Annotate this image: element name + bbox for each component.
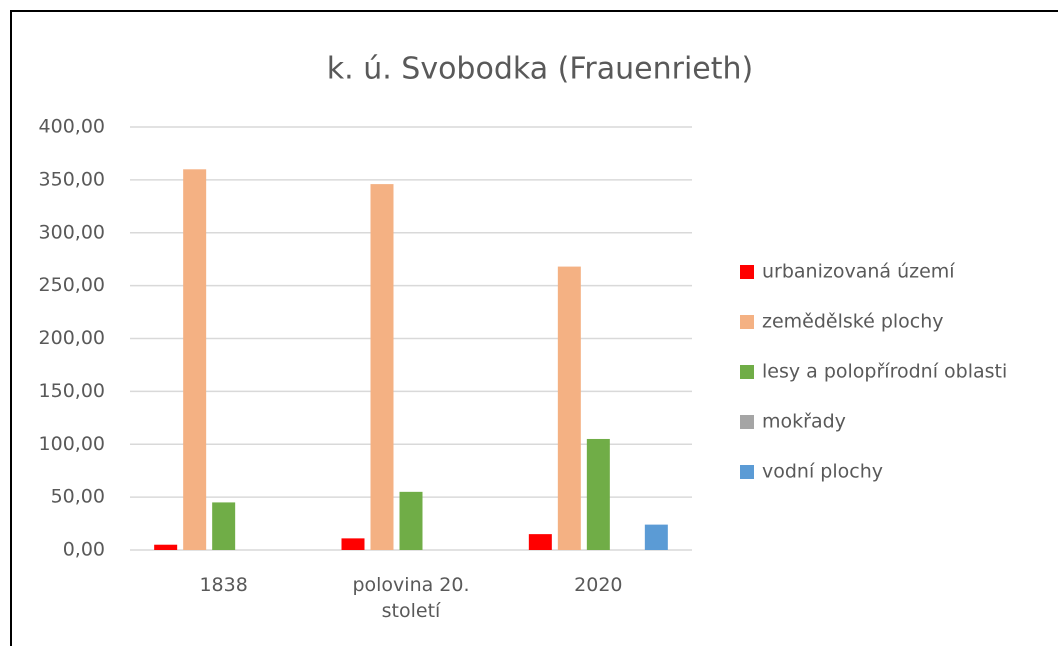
y-tick-label: 100,00 [39, 433, 105, 455]
x-tick-label: 1838 [199, 574, 248, 596]
bar [370, 184, 394, 551]
legend-swatch [740, 415, 754, 429]
chart-title: k. ú. Svobodka (Frauenrieth) [327, 52, 753, 87]
y-tick-label: 200,00 [39, 327, 105, 349]
y-tick-label: 50,00 [51, 486, 105, 508]
legend-label: zemědělské plochy [762, 311, 944, 333]
legend-swatch [740, 365, 754, 379]
legend-swatch [740, 265, 754, 279]
bar [399, 491, 423, 550]
y-tick-label: 400,00 [39, 116, 105, 138]
y-tick-label: 250,00 [39, 274, 105, 296]
y-tick-label: 150,00 [39, 380, 105, 402]
legend-label: lesy a polopřírodní oblasti [762, 361, 1007, 383]
legend-label: urbanizovaná území [762, 261, 955, 283]
legend-label: mokřady [762, 411, 846, 433]
bar [212, 502, 236, 550]
x-tick-label: polovina 20. století [352, 574, 470, 622]
bar [557, 266, 581, 550]
bar [154, 544, 178, 550]
bar [341, 538, 365, 550]
y-tick-label: 350,00 [39, 168, 105, 190]
y-tick-label: 300,00 [39, 221, 105, 243]
legend-swatch [740, 465, 754, 479]
x-tick-label: 2020 [574, 574, 623, 596]
bar [528, 534, 552, 550]
legend-label: vodní plochy [762, 461, 883, 483]
bar [586, 438, 610, 550]
legend-swatch [740, 315, 754, 329]
bar [183, 169, 207, 551]
y-tick-label: 0,00 [63, 539, 105, 561]
chart-border [10, 10, 1058, 646]
bar [644, 524, 668, 550]
